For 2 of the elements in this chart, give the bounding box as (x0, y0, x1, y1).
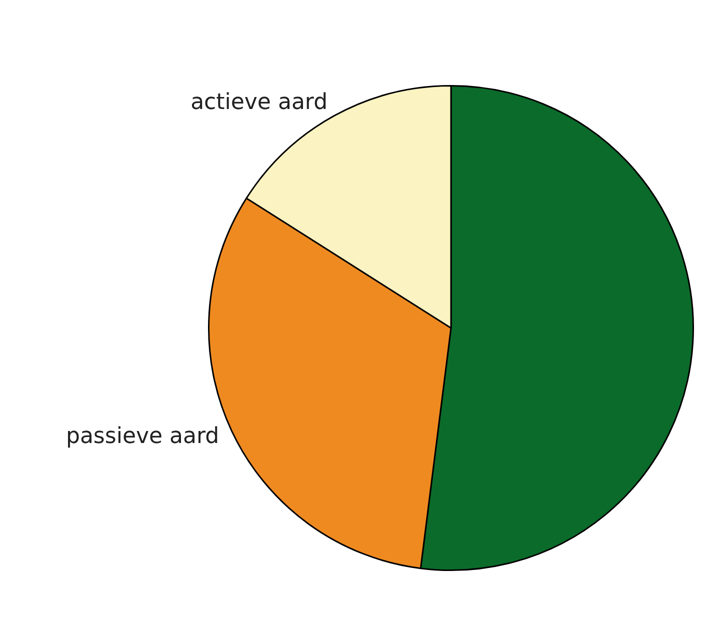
slice-label: passieve aard (66, 424, 220, 449)
slice-label: actieve aard (190, 90, 328, 116)
